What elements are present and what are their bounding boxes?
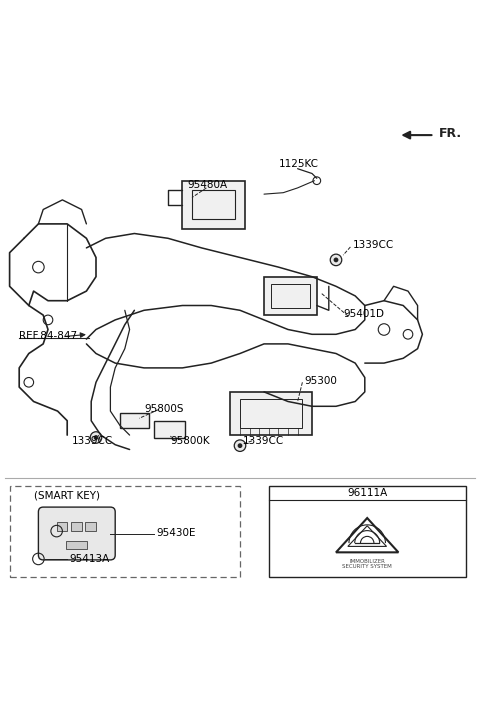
Bar (230, 392, 312, 435)
Text: 95413A: 95413A (70, 554, 110, 564)
Text: 1125KC: 1125KC (278, 159, 318, 169)
Text: (SMART KEY): (SMART KEY) (34, 490, 100, 501)
Bar (71, 522, 82, 531)
Circle shape (94, 435, 98, 440)
Bar (269, 486, 466, 577)
Text: IMMOBILIZER
SECURITY SYSTEM: IMMOBILIZER SECURITY SYSTEM (342, 559, 392, 570)
Bar (85, 522, 96, 531)
Circle shape (238, 443, 242, 448)
Text: 1339CC: 1339CC (242, 436, 284, 446)
Text: 1339CC: 1339CC (353, 240, 394, 250)
Bar (192, 190, 235, 219)
FancyBboxPatch shape (38, 507, 115, 560)
Bar (57, 522, 67, 531)
Circle shape (330, 254, 342, 266)
Text: REF.84-847: REF.84-847 (19, 331, 77, 341)
Text: 1339CC: 1339CC (72, 436, 113, 446)
Bar (66, 541, 87, 549)
Text: 95430E: 95430E (156, 529, 195, 539)
Bar (120, 413, 149, 428)
Text: 95800S: 95800S (144, 404, 183, 414)
Text: 95401D: 95401D (343, 309, 384, 319)
Text: 95300: 95300 (305, 376, 337, 386)
Text: 95480A: 95480A (187, 180, 228, 189)
Bar (264, 276, 317, 315)
Text: FR.: FR. (439, 127, 462, 140)
Text: 96111A: 96111A (347, 488, 387, 498)
Circle shape (234, 440, 246, 452)
Circle shape (334, 257, 338, 262)
Bar (240, 399, 302, 428)
Bar (271, 284, 310, 308)
Bar (154, 421, 185, 438)
Circle shape (90, 432, 102, 443)
Bar (182, 181, 245, 228)
Text: 95800K: 95800K (170, 436, 210, 446)
